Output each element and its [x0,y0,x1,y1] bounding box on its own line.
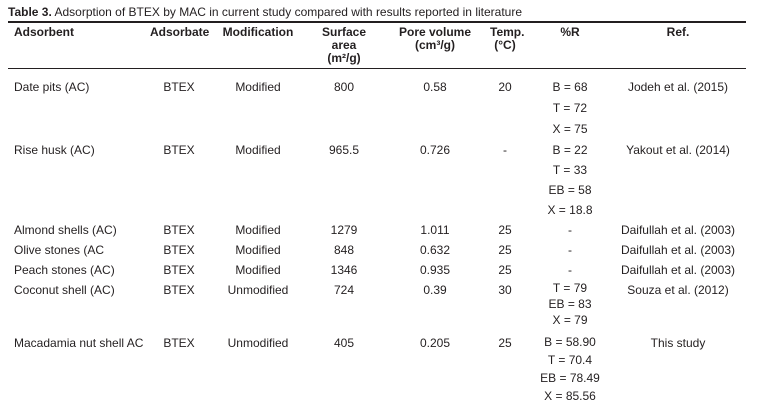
percent-r-line: - [568,223,572,237]
percent-r-line: B = 68 [552,80,588,94]
cell-adsorbent: Coconut shell (AC) [14,283,115,297]
table-body: Date pits (AC) BTEX Modified 800 0.58 20… [8,69,746,402]
percent-r-line: B = 58.90 [544,335,596,349]
cell-ref: This study [650,336,706,350]
cell-pore-volume: 1.011 [420,223,450,237]
cell-percent-r: - [520,240,620,260]
percent-r-line: X = 18.8 [547,203,593,217]
percent-r-line: - [568,263,572,277]
percent-r-line: T = 70.4 [547,353,593,367]
cell-modification: Modified [235,263,281,277]
cell-percent-r: B = 68 T = 72 X = 75 [520,77,620,140]
cell-surface-area: 848 [333,243,355,257]
cell-ref: Daifullah et al. (2003) [620,263,736,277]
cell-adsorbent: Peach stones (AC) [14,263,115,277]
cell-temp: 25 [498,336,512,350]
cell-modification: Unmodified [227,283,289,297]
cell-temp: 25 [498,243,512,257]
cell-adsorbate: BTEX [163,263,195,277]
percent-r-line: - [568,243,572,257]
cell-percent-r: - [520,220,620,240]
cell-percent-r: T = 79 EB = 83 X = 79 [520,280,620,328]
column-header-surface-area: Surface area (m²/g) [321,25,367,65]
cell-temp: 20 [498,80,512,94]
cell-ref: Yakout et al. (2014) [626,143,730,157]
column-header-percent-r: %R [560,25,580,39]
cell-pore-volume: 0.935 [419,263,451,277]
cell-modification: Modified [235,143,281,157]
cell-adsorbate: BTEX [163,336,195,350]
cell-adsorbate: BTEX [163,283,195,297]
cell-surface-area: 724 [333,283,355,297]
cell-modification: Unmodified [227,336,289,350]
cell-adsorbent: Olive stones (AC [14,243,105,257]
cell-surface-area: 1346 [330,263,358,277]
percent-r-line: T = 72 [552,101,588,115]
cell-adsorbent: Macadamia nut shell AC [14,336,144,350]
cell-surface-area: 965.5 [328,143,360,157]
cell-surface-area: 1279 [330,223,358,237]
cell-surface-area: 800 [333,80,355,94]
table-row: Macadamia nut shell AC BTEX Unmodified 4… [8,333,746,402]
cell-adsorbate: BTEX [163,243,195,257]
divider-top [8,21,746,23]
cell-adsorbate: BTEX [163,223,195,237]
cell-temp: 25 [498,263,512,277]
cell-modification: Modified [235,243,281,257]
cell-modification: Modified [235,223,281,237]
table-caption: Table 3. Adsorption of BTEX by MAC in cu… [8,0,746,21]
percent-r-line: X = 79 [552,313,588,327]
cell-surface-area: 405 [333,336,355,350]
cell-ref: Souza et al. (2012) [627,283,729,297]
column-header-adsorbent: Adsorbent [14,25,74,39]
table-caption-text: Adsorption of BTEX by MAC in current stu… [54,5,523,19]
cell-pore-volume: 0.205 [419,336,451,350]
cell-pore-volume: 0.39 [423,283,447,297]
cell-adsorbate: BTEX [163,80,195,94]
cell-percent-r: B = 22 T = 33 EB = 58 X = 18.8 [520,140,620,220]
percent-r-line: EB = 83 [548,297,592,311]
column-header-ref: Ref. [666,25,690,39]
table-row: Rise husk (AC) BTEX Modified 965.5 0.726… [8,140,746,220]
cell-temp: - [503,143,507,157]
cell-pore-volume: 0.726 [419,143,451,157]
cell-ref: Daifullah et al. (2003) [620,243,736,257]
cell-percent-r: - [520,260,620,280]
divider-header [8,68,746,69]
table-caption-number: Table 3. [8,5,52,19]
cell-ref: Jodeh et al. (2015) [627,80,729,94]
percent-r-line: EB = 58 [548,183,592,197]
percent-r-line: X = 75 [552,122,588,136]
table-row: Coconut shell (AC) BTEX Unmodified 724 0… [8,280,746,328]
column-header-adsorbate: Adsorbate [150,25,210,39]
table-row: Peach stones (AC) BTEX Modified 1346 0.9… [8,260,746,280]
cell-percent-r: B = 58.90 T = 70.4 EB = 78.49 X = 85.56 [520,333,620,402]
table-row: Olive stones (AC BTEX Modified 848 0.632… [8,240,746,260]
column-header-pore-volume: Pore volume (cm³/g) [398,25,472,52]
table-row: Almond shells (AC) BTEX Modified 1279 1.… [8,220,746,240]
cell-adsorbent: Almond shells (AC) [14,223,117,237]
cell-adsorbent: Rise husk (AC) [14,143,95,157]
cell-adsorbent: Date pits (AC) [14,80,90,94]
table-header-row: Adsorbent Adsorbate Modification Surface… [8,23,746,68]
cell-temp: 30 [498,283,512,297]
column-header-temp: Temp. (°C) [490,25,525,52]
cell-modification: Modified [235,80,281,94]
column-header-modification: Modification [222,25,294,39]
cell-adsorbate: BTEX [163,143,195,157]
cell-temp: 25 [498,223,512,237]
percent-r-line: B = 22 [552,143,588,157]
cell-pore-volume: 0.58 [423,80,447,94]
percent-r-line: T = 33 [552,163,588,177]
table-row: Date pits (AC) BTEX Modified 800 0.58 20… [8,77,746,140]
percent-r-line: EB = 78.49 [540,371,600,385]
percent-r-line: X = 85.56 [544,389,596,402]
cell-pore-volume: 0.632 [419,243,451,257]
cell-ref: Daifullah et al. (2003) [620,223,736,237]
percent-r-line: T = 79 [552,281,588,295]
